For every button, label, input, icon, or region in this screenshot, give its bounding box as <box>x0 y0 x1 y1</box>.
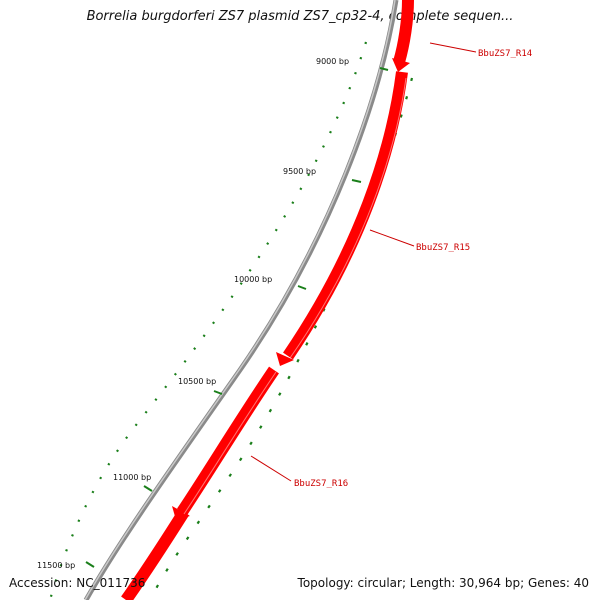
gc-skew-band-inner <box>149 77 414 600</box>
leader-line-r14 <box>429 42 477 53</box>
gene-inner-line <box>183 77 407 515</box>
ruler-tick-10500 <box>213 390 223 395</box>
ruler-label-10000: 10000 bp <box>234 275 272 284</box>
gene-arrow-r15[interactable] <box>283 71 408 360</box>
ruler-label-9500: 9500 bp <box>283 167 316 176</box>
ruler-label-9000: 9000 bp <box>316 57 349 66</box>
ruler-label-10500: 10500 bp <box>178 377 216 386</box>
leader-line-r16 <box>250 455 292 482</box>
accession-label: Accession: NC_011736 <box>9 576 146 590</box>
leader-line-r15 <box>369 229 415 247</box>
gene-arrow-r16[interactable] <box>177 366 279 516</box>
gene-arrowhead-r15 <box>276 352 294 366</box>
ruler-tick-9500 <box>351 179 362 183</box>
gc-skew-band-outer <box>48 41 368 600</box>
backbone-arc <box>83 0 399 600</box>
ruler-tick-11000 <box>143 485 153 492</box>
gene-arrow-r17[interactable] <box>121 508 190 600</box>
ruler-label-11500: 11500 bp <box>37 561 75 570</box>
gene-label-r16[interactable]: BbuZS7_R16 <box>294 479 348 489</box>
ruler-label-11000: 11000 bp <box>113 473 151 482</box>
topology-label: Topology: circular; Length: 30,964 bp; G… <box>297 576 589 590</box>
gene-label-r14[interactable]: BbuZS7_R14 <box>478 49 532 59</box>
ruler-tick-11500 <box>85 561 95 568</box>
backbone-highlight <box>84 0 396 600</box>
gene-arrowhead-r14 <box>392 58 410 72</box>
ruler-tick-9000 <box>379 67 389 71</box>
ruler-tick-10000 <box>297 285 307 290</box>
gene-label-r15[interactable]: BbuZS7_R15 <box>416 243 470 253</box>
gene-arrow-r14[interactable] <box>393 0 414 64</box>
ruler-ticks <box>85 67 389 568</box>
